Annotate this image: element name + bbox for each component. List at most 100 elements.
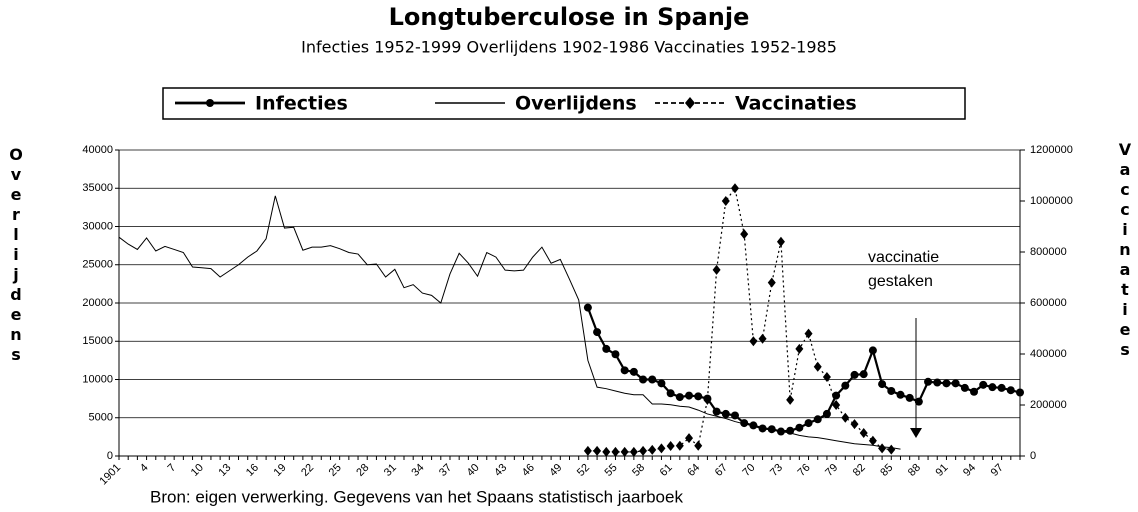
data-point <box>859 370 868 379</box>
data-point <box>887 444 896 455</box>
x-tick-label: 97 <box>989 462 1006 479</box>
data-point <box>979 380 988 389</box>
data-point <box>602 446 611 457</box>
y2-axis-title: Vaccinaties <box>1116 140 1135 360</box>
data-point <box>970 387 979 396</box>
y-tick-label: 25000 <box>82 259 113 271</box>
legend-marker <box>685 97 695 109</box>
data-point <box>942 379 951 388</box>
data-point <box>905 393 914 402</box>
data-point <box>721 196 730 206</box>
x-tick-label: 31 <box>382 462 399 479</box>
x-tick-label: 94 <box>961 462 978 479</box>
x-tick-label: 91 <box>933 462 950 479</box>
data-point <box>850 370 859 379</box>
chart-title: Longtuberculose in Spanje <box>389 3 750 31</box>
data-point <box>583 303 592 312</box>
x-tick-label: 40 <box>465 462 482 479</box>
x-tick-label: 22 <box>299 462 316 479</box>
data-point <box>878 380 887 389</box>
data-point <box>629 367 638 376</box>
x-tick-label: 73 <box>768 462 785 479</box>
data-point <box>813 415 822 424</box>
data-point <box>712 407 721 416</box>
x-tick-label: 55 <box>602 462 619 479</box>
data-point <box>933 378 942 387</box>
y-tick-label: 15000 <box>82 335 113 347</box>
legend-marker <box>206 99 214 107</box>
legend-label: Vaccinaties <box>735 93 857 115</box>
data-point <box>675 393 684 402</box>
x-tick-label: 85 <box>878 462 895 479</box>
x-tick-label: 25 <box>327 462 344 479</box>
data-point <box>832 391 841 400</box>
annotation: vaccinatie <box>868 249 939 266</box>
x-tick-label: 1901 <box>97 462 123 488</box>
x-tick-label: 16 <box>244 462 261 479</box>
x-tick-label: 82 <box>851 462 868 479</box>
data-point <box>776 236 785 247</box>
data-point <box>593 445 602 456</box>
data-point <box>666 389 675 398</box>
x-tick-label: 10 <box>189 462 206 479</box>
data-point <box>620 446 629 457</box>
data-point <box>629 446 638 457</box>
x-tick-label: 70 <box>740 462 757 479</box>
data-point <box>602 344 611 353</box>
data-point <box>758 424 767 433</box>
data-point <box>960 383 969 392</box>
data-point <box>730 183 739 194</box>
x-tick-label: 43 <box>492 462 509 479</box>
data-point <box>786 394 795 405</box>
data-point <box>657 379 666 388</box>
x-tick-label: 7 <box>166 462 179 475</box>
y2-tick-label: 1200000 <box>1030 144 1073 156</box>
y-tick-label: 40000 <box>82 144 113 156</box>
legend-box <box>162 87 966 120</box>
data-point <box>795 423 804 432</box>
x-tick-label: 19 <box>272 462 289 479</box>
chart-subtitle: Infecties 1952-1999 Overlijdens 1902-198… <box>301 38 837 57</box>
x-tick-label: 46 <box>520 462 537 479</box>
data-point <box>583 445 592 456</box>
y2-tick-label: 600000 <box>1030 297 1067 309</box>
data-point <box>997 383 1006 392</box>
data-point <box>694 392 703 401</box>
data-point <box>639 445 648 456</box>
data-point <box>841 412 850 423</box>
data-point <box>887 386 896 395</box>
legend-label: Overlijdens <box>515 93 637 115</box>
y2-tick-label: 800000 <box>1030 246 1067 258</box>
annotation-arrowhead <box>910 428 922 438</box>
x-tick-label: 37 <box>437 462 454 479</box>
series-line <box>587 186 892 453</box>
data-point <box>868 435 877 446</box>
series-line <box>118 195 901 450</box>
x-tick-label: 4 <box>138 462 151 475</box>
data-point <box>657 443 666 454</box>
y2-tick-label: 400000 <box>1030 348 1067 360</box>
data-point <box>648 444 657 455</box>
y-tick-label: 10000 <box>82 373 113 385</box>
data-point <box>648 375 657 384</box>
data-point <box>685 391 694 400</box>
data-point <box>795 343 804 354</box>
data-point <box>740 229 749 240</box>
data-point <box>730 411 739 420</box>
y-tick-label: 0 <box>107 450 113 462</box>
x-tick-label: 52 <box>575 462 592 479</box>
x-tick-label: 49 <box>547 462 564 479</box>
data-point <box>675 440 684 451</box>
x-tick-label: 13 <box>216 462 233 479</box>
y2-tick-label: 200000 <box>1030 399 1067 411</box>
x-tick-label: 58 <box>630 462 647 479</box>
y-tick-label: 35000 <box>82 182 113 194</box>
data-point <box>712 264 721 275</box>
data-point <box>924 377 933 386</box>
data-point <box>988 383 997 392</box>
data-point <box>611 350 620 359</box>
data-point <box>878 443 887 454</box>
data-point <box>841 381 850 390</box>
data-point <box>611 446 620 457</box>
y2-tick-label: 0 <box>1030 450 1036 462</box>
